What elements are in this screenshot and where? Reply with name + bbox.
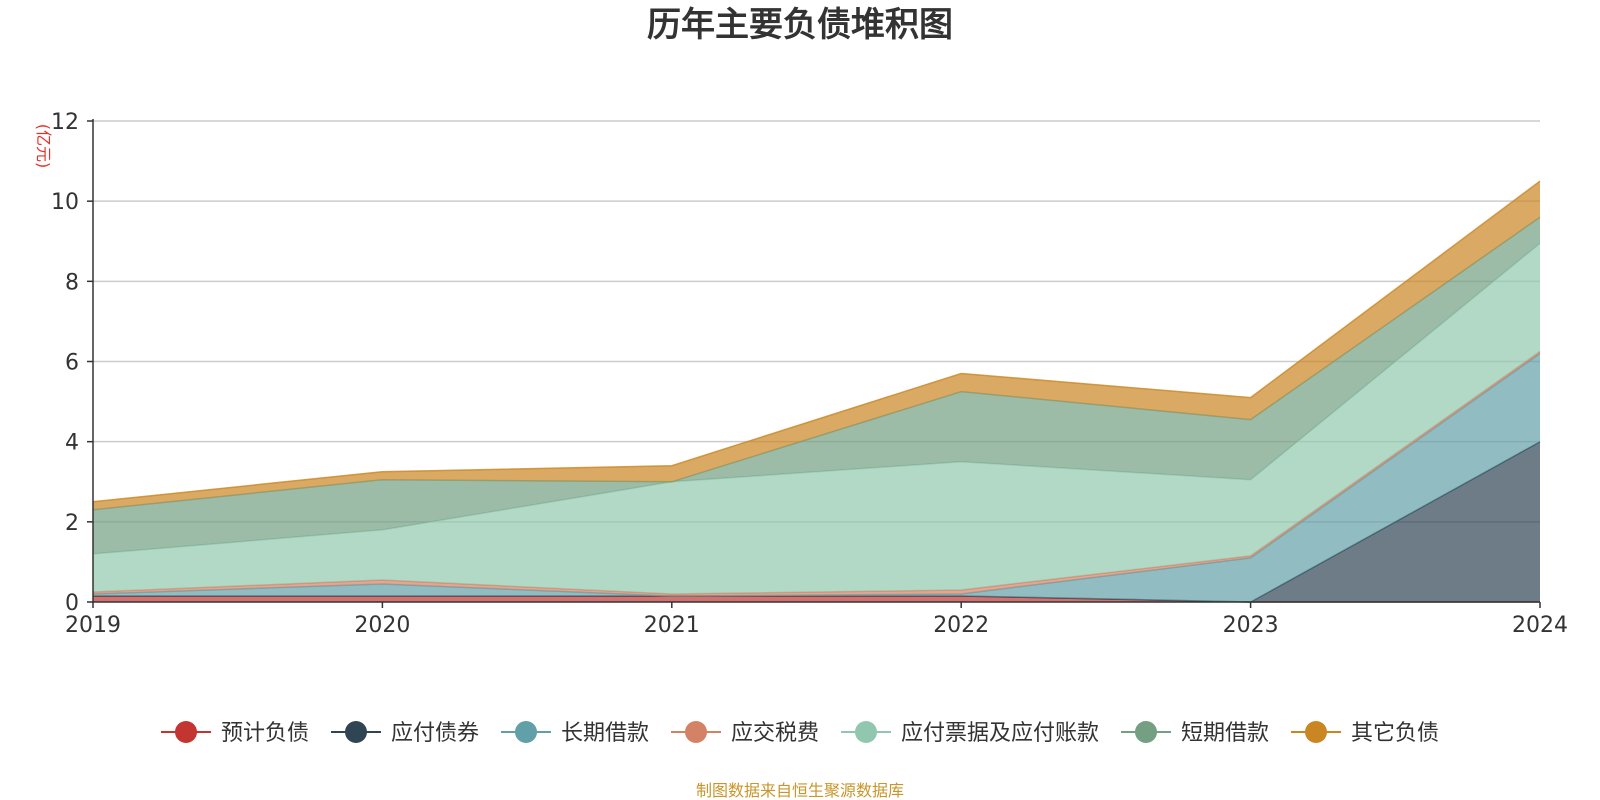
y-axis-unit-label: (亿元): [34, 124, 53, 169]
legend-label: 其它负债: [1351, 721, 1439, 746]
legend-item[interactable]: 应付票据及应付账款: [840, 721, 1099, 746]
stacked-areas: [92, 180, 1541, 603]
legend-item[interactable]: 应交税费: [670, 721, 819, 746]
axes: 0 2 4 6 8 10 12 2019 2020 2021 2022 2023 2024: [51, 110, 1568, 638]
legend-item[interactable]: 其它负债: [1291, 721, 1439, 746]
area-series-0: [93, 596, 1540, 602]
x-tick-label: 2023: [1223, 613, 1279, 638]
x-tick-label: 2021: [644, 613, 700, 638]
legend-item[interactable]: 短期借款: [1121, 721, 1269, 746]
legend-item[interactable]: 预计负债: [160, 721, 309, 746]
area-series-4: [93, 243, 1540, 595]
area-series-1: [93, 441, 1540, 602]
legend-label: 长期借款: [561, 721, 649, 746]
legend-circle-marker: [344, 721, 367, 743]
x-tick-label: 2024: [1512, 613, 1568, 638]
legend-circle-marker: [1135, 721, 1158, 743]
data-source-note: 制图数据来自恒生聚源数据库: [696, 781, 904, 800]
legend-label: 应付票据及应付账款: [901, 721, 1099, 746]
y-tick-label: 10: [51, 190, 79, 215]
legend-circle-marker: [514, 721, 537, 743]
legend-label: 短期借款: [1181, 721, 1269, 746]
x-tick-label: 2020: [354, 613, 410, 638]
y-tick-label: 6: [65, 351, 79, 376]
legend-circle-marker: [684, 721, 707, 743]
y-tick-label: 2: [65, 511, 79, 536]
area-series-5: [93, 217, 1540, 554]
legend-item[interactable]: 应付债券: [330, 721, 479, 746]
area-series-line-6: [92, 180, 1541, 503]
legend-label: 应付债券: [391, 721, 479, 746]
chart-title: 历年主要负债堆积图: [647, 5, 953, 45]
y-tick-label: 8: [65, 270, 79, 295]
legend-circle-marker: [1305, 721, 1328, 743]
x-tick-label: 2019: [65, 613, 121, 638]
legend-label: 应交税费: [731, 721, 819, 746]
y-tick-label: 12: [51, 110, 79, 135]
x-tick-label: 2022: [933, 613, 989, 638]
legend-label: 预计负债: [221, 721, 309, 746]
legend: 预计负债 应付债券 长期借款 应交税费 应付票据及应付账款 短期借款 其它负债: [160, 721, 1439, 746]
legend-circle-marker: [854, 721, 877, 743]
y-tick-label: 0: [65, 591, 79, 616]
legend-circle-marker: [174, 721, 197, 743]
legend-item[interactable]: 长期借款: [500, 721, 649, 746]
y-tick-label: 4: [65, 431, 79, 456]
